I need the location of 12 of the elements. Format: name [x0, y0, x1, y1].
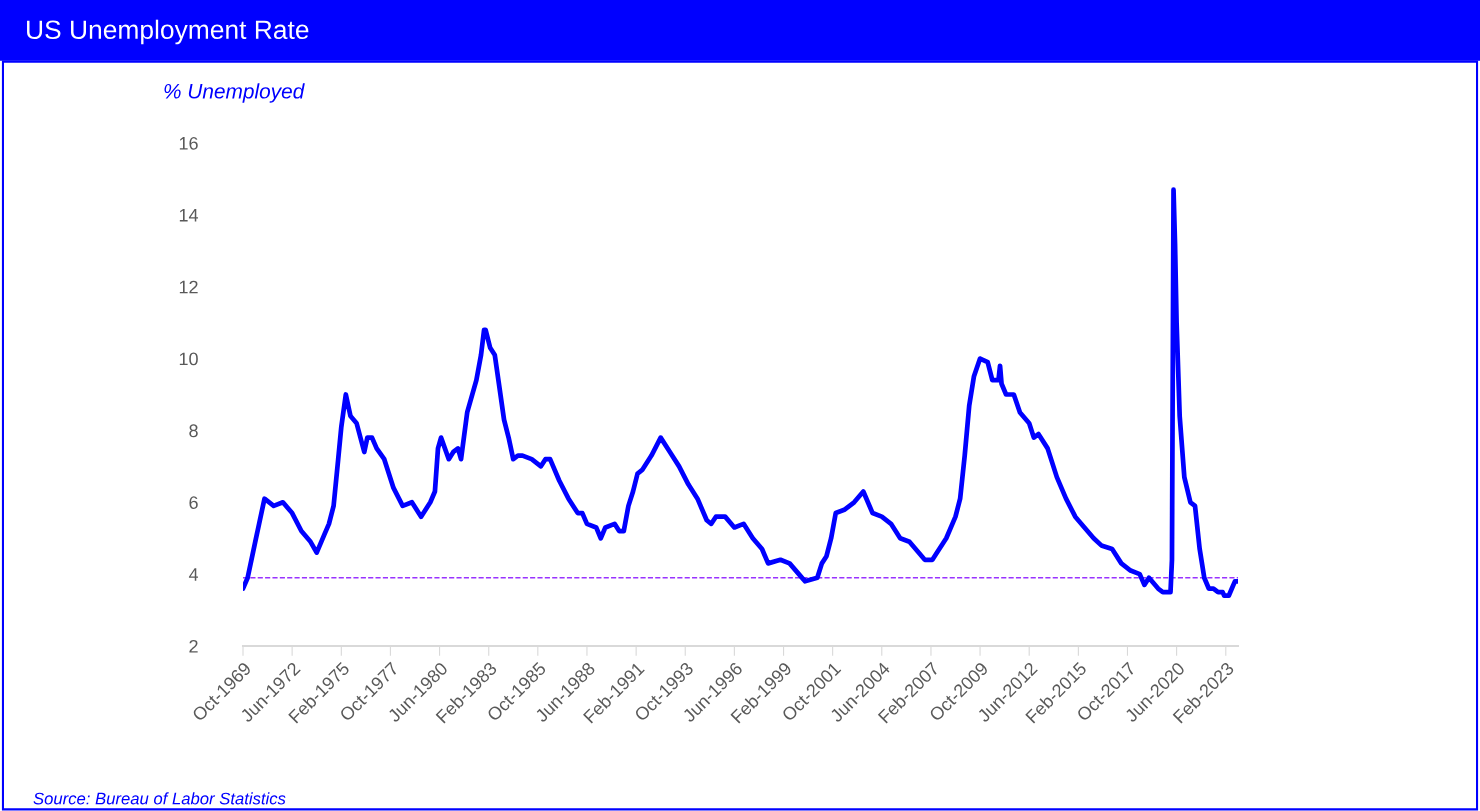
y-tick-label: 16 [179, 136, 198, 150]
y-tick-label: 12 [179, 280, 198, 294]
y-tick-label: 4 [188, 568, 199, 581]
y-tick-label: 2 [189, 639, 198, 653]
y-tick-label: 6 [189, 496, 198, 510]
chart-title: US Unemployment Rate [27, 19, 309, 45]
source-note: Source: Bureau of Labor Statistics [33, 792, 286, 805]
y-tick-label: 14 [179, 208, 199, 222]
line-series [243, 187, 1238, 599]
y-tick-label: 10 [179, 352, 198, 366]
y-axis-title: % Unemployed [164, 83, 305, 103]
y-tick-label: 8 [189, 424, 198, 438]
